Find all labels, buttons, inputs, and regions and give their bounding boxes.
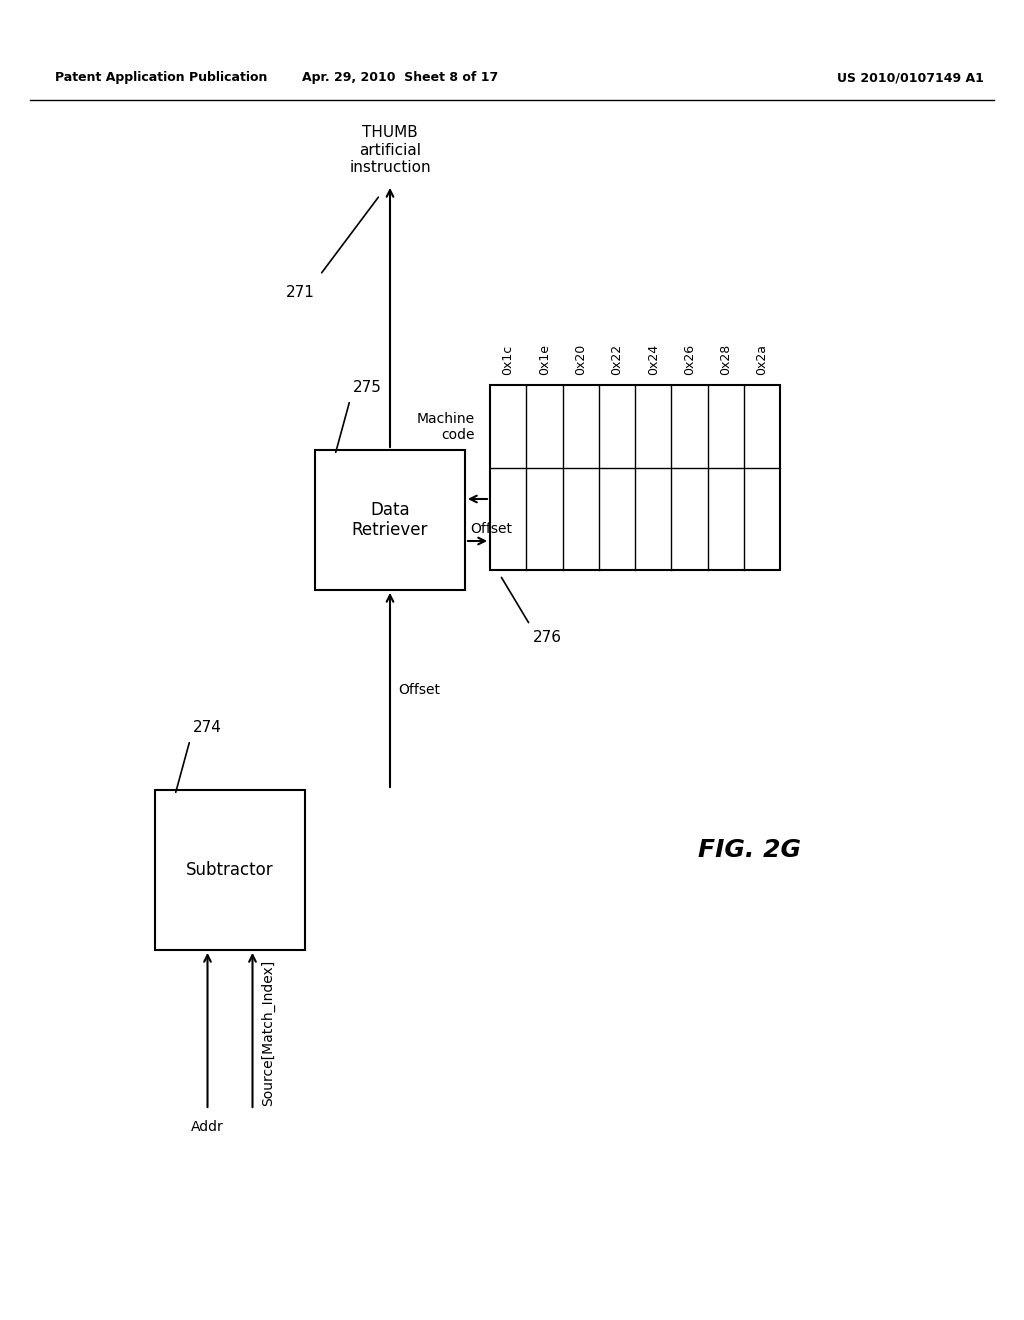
Text: 0x26: 0x26 [683,345,696,375]
Text: Offset: Offset [398,682,440,697]
Text: Machine
code: Machine code [417,412,475,442]
Text: FIG. 2G: FIG. 2G [698,838,802,862]
Text: Subtractor: Subtractor [186,861,273,879]
Bar [490,385,780,570]
Text: THUMB
artificial
instruction: THUMB artificial instruction [349,125,431,176]
Text: Patent Application Publication: Patent Application Publication [55,71,267,84]
Bar [155,789,305,950]
Text: 0x1e: 0x1e [538,345,551,375]
Text: 0x28: 0x28 [719,343,732,375]
Bar [315,450,465,590]
Text: Data
Retriever: Data Retriever [352,500,428,540]
Text: Addr: Addr [191,1119,224,1134]
Text: 275: 275 [353,380,382,395]
Text: 274: 274 [193,719,222,735]
Text: 0x20: 0x20 [574,343,587,375]
Text: 0x2a: 0x2a [756,345,768,375]
Text: 271: 271 [286,285,315,300]
Text: 0x1c: 0x1c [502,345,515,375]
Text: US 2010/0107149 A1: US 2010/0107149 A1 [837,71,983,84]
Text: 276: 276 [534,630,562,645]
Text: 0x24: 0x24 [646,345,659,375]
Text: Source[Match_Index]: Source[Match_Index] [260,960,274,1106]
Text: Offset: Offset [470,521,512,536]
Text: Apr. 29, 2010  Sheet 8 of 17: Apr. 29, 2010 Sheet 8 of 17 [302,71,498,84]
Text: 0x22: 0x22 [610,345,624,375]
